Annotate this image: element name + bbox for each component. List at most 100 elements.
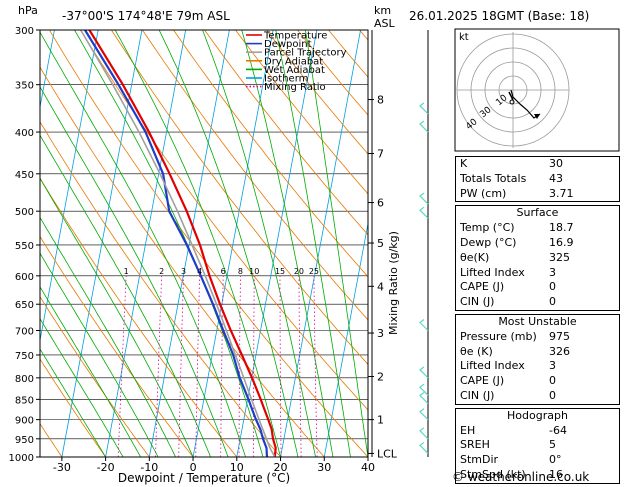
credit-text: © weatheronline.co.uk: [452, 470, 589, 484]
sreh-value: 5: [549, 438, 615, 453]
mixing-ratio-label: 15: [275, 267, 285, 276]
surface-cin-value: 0: [549, 295, 615, 310]
pressure-tick-label: 600: [15, 272, 34, 283]
wet-adiabat-line: [242, 30, 333, 457]
totals-totals-value: 43: [549, 172, 615, 187]
pressure-tick-label: 300: [15, 26, 34, 37]
surface-dewp-row: Dewp (°C)16.9: [456, 236, 619, 251]
x-axis-label: Dewpoint / Temperature (°C): [118, 471, 290, 485]
pressure-tick-label: 500: [15, 207, 34, 218]
stmdir-value: 0°: [549, 453, 615, 468]
legend-label: Mixing Ratio: [264, 82, 326, 93]
pressure-tick-label: 350: [15, 81, 34, 92]
mu-pressure-row: Pressure (mb)975: [456, 330, 619, 345]
most-unstable-box: Most Unstable Pressure (mb)975 θe (K)326…: [455, 314, 620, 405]
km-tick-label: 3: [377, 327, 384, 340]
eh-row: EH-64: [456, 424, 619, 439]
km-tick-label: 6: [377, 197, 384, 210]
mixing-ratio-line: [280, 276, 281, 457]
hodograph-kt-label: kt: [459, 32, 469, 43]
mixing-ratio-label: 3: [181, 267, 186, 276]
surface-temp-row: Temp (°C)18.7: [456, 221, 619, 236]
wind-barb: [420, 428, 428, 439]
surface-cape-value: 0: [549, 280, 615, 295]
pw-value: 3.71: [549, 187, 615, 202]
km-tick-label: 5: [377, 237, 384, 250]
eh-value: -64: [549, 424, 615, 439]
mu-cape-value: 0: [549, 374, 615, 389]
dry-adiabat-line: [18, 30, 324, 457]
mixing-ratio-label: 6: [221, 267, 226, 276]
lcl-label: LCL: [377, 447, 398, 460]
surface-temp-value: 18.7: [549, 221, 615, 236]
hodograph: kt 40 30 10: [455, 29, 619, 151]
pressure-tick-label: 550: [15, 241, 34, 252]
mixing-ratio-label: 25: [309, 267, 319, 276]
km-tick-label: 2: [377, 371, 384, 384]
datetime-title: 26.01.2025 18GMT (Base: 18): [409, 9, 589, 23]
pressure-tick-label: 800: [15, 374, 34, 385]
asl-label: ASL: [374, 17, 396, 30]
hodograph-title: Hodograph: [456, 409, 619, 424]
mu-pressure-value: 975: [549, 330, 615, 345]
pressure-tick-label: 700: [15, 327, 34, 338]
pressure-tick-label: 650: [15, 300, 34, 311]
mixing-ratio-label: 2: [159, 267, 164, 276]
wind-barb: [420, 409, 428, 420]
pressure-tick-label: 1000: [9, 453, 34, 464]
mixing-ratio-label: 4: [197, 267, 202, 276]
pw-row: PW (cm)3.71: [456, 187, 619, 202]
dry-adiabat-line: [111, 30, 455, 457]
k-index-value: 30: [549, 157, 615, 172]
mixing-ratio-label: 10: [249, 267, 259, 276]
surface-li-value: 3: [549, 266, 615, 281]
temp-tick-label: -30: [53, 461, 71, 474]
mu-cin-row: CIN (J)0: [456, 389, 619, 404]
surface-theta-row: θe(K)325: [456, 251, 619, 266]
mixing-ratio-label: 1: [124, 267, 129, 276]
wind-barb: [420, 367, 428, 378]
most-unstable-title: Most Unstable: [456, 315, 619, 330]
km-tick-label: 4: [377, 280, 384, 293]
surface-box: Surface Temp (°C)18.7 Dewp (°C)16.9 θe(K…: [455, 205, 620, 311]
hpa-label: hPa: [18, 4, 38, 17]
wet-adiabat-line: [75, 30, 264, 457]
mixing-ratio-axis-label: Mixing Ratio (g/kg): [387, 231, 400, 335]
wind-barb: [420, 384, 428, 395]
wind-barb: [420, 320, 428, 331]
surface-cin-row: CIN (J)0: [456, 295, 619, 310]
wet-adiabat-line: [115, 30, 280, 457]
pressure-tick-label: 850: [15, 395, 34, 406]
pressure-tick-label: 950: [15, 435, 34, 446]
km-tick-label: 7: [377, 148, 384, 161]
km-tick-label: 8: [377, 94, 384, 107]
wind-barb: [420, 103, 428, 114]
pressure-tick-label: 900: [15, 416, 34, 427]
surface-title: Surface: [456, 206, 619, 221]
mixing-ratio-label: 20: [294, 267, 304, 276]
isotherm-line: [0, 30, 11, 457]
pressure-tick-label: 450: [15, 170, 34, 181]
surface-cape-row: CAPE (J)0: [456, 280, 619, 295]
isotherm-line: [193, 30, 273, 457]
surface-dewp-value: 16.9: [549, 236, 615, 251]
km-tick-label: 1: [377, 414, 384, 427]
surface-theta-value: 325: [549, 251, 615, 266]
mixing-ratio-line: [179, 276, 184, 457]
pressure-tick-label: 400: [15, 128, 34, 139]
mu-theta-value: 326: [549, 345, 615, 360]
wet-adiabat-line: [305, 30, 368, 457]
mu-cape-row: CAPE (J)0: [456, 374, 619, 389]
wind-barb: [420, 442, 428, 453]
wind-barb: [420, 207, 428, 218]
location-title: -37°00'S 174°48'E 79m ASL: [62, 9, 230, 23]
wind-barb: [420, 193, 428, 204]
